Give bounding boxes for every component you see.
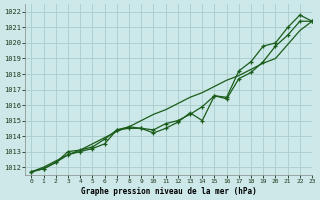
X-axis label: Graphe pression niveau de la mer (hPa): Graphe pression niveau de la mer (hPa) <box>81 187 257 196</box>
